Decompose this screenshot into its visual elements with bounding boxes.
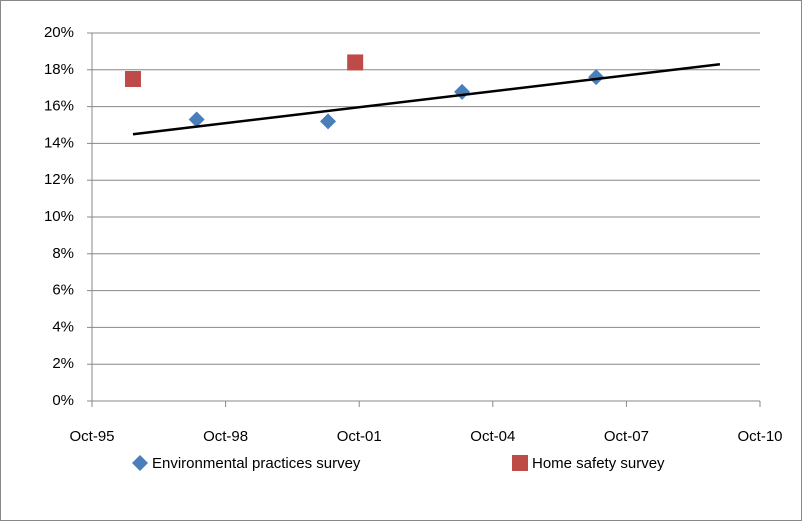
trendline	[132, 63, 721, 136]
point	[124, 71, 141, 87]
x-tick-label: Oct-10	[737, 428, 782, 445]
x-tick-label: Oct-98	[203, 428, 248, 445]
legend-marker	[512, 455, 528, 471]
legend-marker	[132, 455, 148, 471]
y-tick-label: 8%	[52, 245, 74, 262]
y-tick-label: 14%	[44, 134, 74, 151]
point	[320, 113, 337, 130]
y-tick-label: 4%	[52, 318, 74, 335]
x-tick-label: Oct-07	[604, 428, 649, 445]
y-tick-label: 16%	[44, 98, 74, 115]
legend-label: Environmental practices survey	[152, 455, 361, 472]
y-tick-label: 2%	[52, 355, 74, 372]
legend-label: Home safety survey	[532, 455, 665, 472]
point	[347, 54, 364, 71]
y-tick-label: 12%	[44, 171, 74, 188]
y-tick-label: 6%	[52, 282, 74, 299]
point	[188, 111, 205, 128]
y-tick-label: 0%	[52, 392, 74, 409]
x-tick-label: Oct-95	[69, 428, 114, 445]
y-tick-label: 20%	[44, 24, 74, 41]
y-tick-label: 10%	[44, 208, 74, 225]
y-tick-label: 18%	[44, 61, 74, 78]
x-tick-label: Oct-04	[470, 428, 515, 445]
x-tick-label: Oct-01	[337, 428, 382, 445]
point	[588, 69, 605, 86]
